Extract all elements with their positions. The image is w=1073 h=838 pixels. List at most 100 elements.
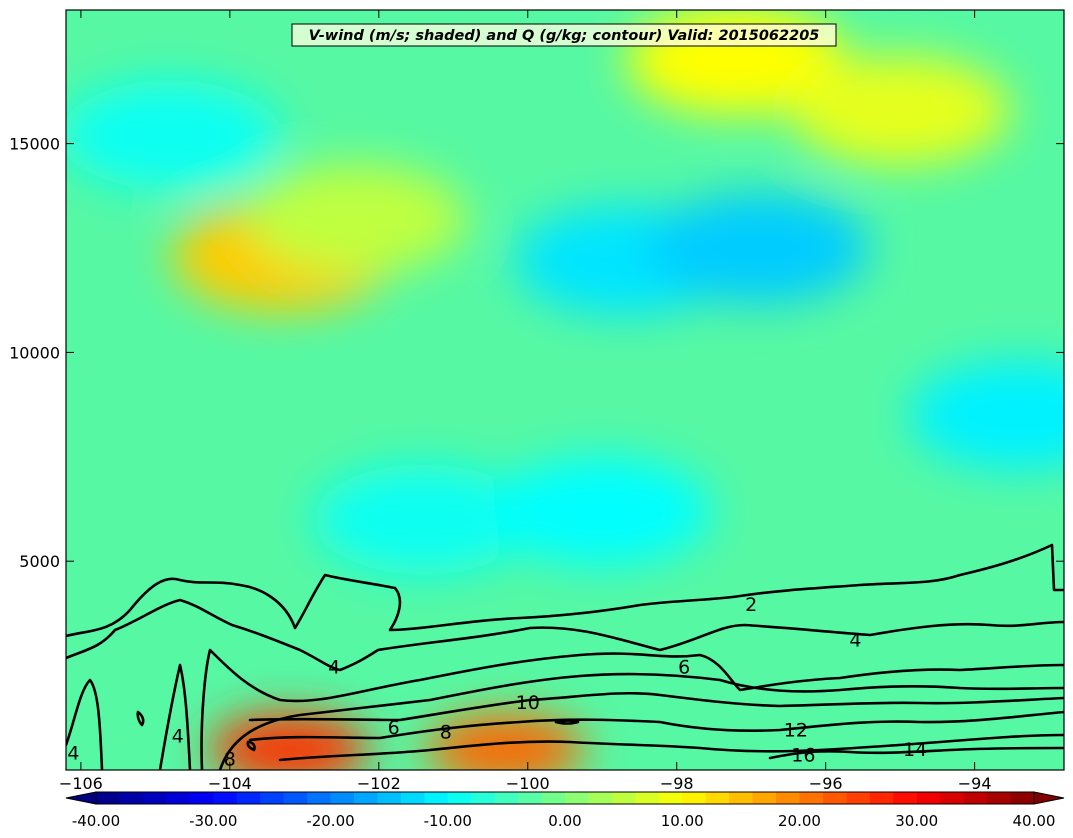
colorbar-tick-label: -30.00	[189, 812, 237, 830]
y-axis: 5000 10000 15000	[9, 135, 1064, 571]
colorbar-cell	[776, 792, 800, 804]
colorbar-ticks: -40.00 -30.00 -20.00 -10.00 0.00 10.00 20.00 30…	[72, 812, 1056, 830]
field-feature	[66, 80, 281, 191]
y-tick-label: 15000	[9, 135, 60, 154]
colorbar-tick-label: -20.00	[306, 812, 354, 830]
x-axis: −106 −104 −102 −100 −98 −96 −94	[59, 10, 992, 793]
colorbar-cell	[752, 792, 777, 804]
contour-label: 4	[328, 657, 340, 679]
contour-label: 4	[172, 726, 184, 748]
colorbar-cell	[494, 792, 519, 804]
colorbar-cell	[447, 792, 472, 804]
colorbar-cell	[119, 792, 144, 804]
contour-label: 8	[440, 721, 452, 743]
colorbar-cell	[1010, 792, 1035, 804]
colorbar-cell	[963, 792, 988, 804]
colorbar-cell	[142, 792, 167, 804]
colorbar-cell	[260, 792, 285, 804]
contour-label: 6	[388, 717, 400, 739]
colorbar-frame	[95, 791, 1035, 805]
colorbar-cell	[213, 792, 238, 804]
colorbar-cell	[611, 792, 636, 804]
colorbar-cell	[377, 792, 402, 804]
contour-label: 4	[67, 742, 79, 764]
colorbar-cell	[987, 792, 1012, 804]
colorbar: -40.00 -30.00 -20.00 -10.00 0.00 10.00 20.00 30…	[65, 791, 1065, 830]
colorbar-cell	[541, 792, 566, 804]
contour-label: 2	[745, 594, 757, 616]
colorbar-cell	[189, 792, 214, 804]
q-contour-6	[200, 648, 1064, 770]
x-tick-label: −102	[357, 774, 401, 793]
colorbar-cells	[96, 792, 1035, 804]
axes-frame	[65, 9, 1065, 771]
colorbar-cell	[729, 792, 754, 804]
contour-label: 10	[516, 692, 540, 714]
colorbar-cell	[166, 792, 191, 804]
field-feature	[313, 464, 534, 575]
colorbar-cell	[940, 792, 965, 804]
field-feature	[648, 193, 869, 304]
field-feature	[909, 360, 1064, 471]
colorbar-cell	[635, 792, 660, 804]
field-feature	[492, 456, 713, 567]
x-tick-label: −96	[809, 774, 843, 793]
contour-label: 14	[903, 739, 927, 761]
field-feature	[246, 163, 467, 274]
shaded-field-features	[66, 10, 1064, 770]
q-contours	[66, 543, 1064, 770]
field-feature	[790, 55, 1011, 166]
chart-title: V-wind (m/s; shaded) and Q (g/kg; contou…	[291, 23, 837, 47]
colorbar-tick-label: 30.00	[895, 812, 938, 830]
colorbar-cell	[705, 792, 730, 804]
q-contour-small-3	[246, 740, 256, 752]
x-tick-label: −94	[958, 774, 992, 793]
colorbar-cell	[916, 792, 941, 804]
q-contour-2	[66, 543, 1064, 638]
contour-label: 16	[791, 744, 815, 766]
q-contour-12	[248, 710, 1064, 742]
y-tick-label: 5000	[19, 552, 60, 571]
colorbar-tick-label: -10.00	[424, 812, 472, 830]
q-contour-labels: 2 4 4 4 4 6 6 8 8 10 12 14 16	[67, 594, 927, 771]
colorbar-tick-label: 0.00	[548, 812, 581, 830]
q-contour-small-1	[554, 719, 580, 725]
x-tick-label: −106	[59, 774, 103, 793]
plot-area: 2 4 4 4 4 6 6 8 8 10 12 14 16	[66, 10, 1064, 771]
q-contour-small-2	[136, 710, 145, 727]
colorbar-cell	[96, 792, 120, 804]
q-contour-14	[278, 733, 1064, 762]
x-tick-label: −100	[506, 774, 550, 793]
contour-label: 8	[224, 749, 236, 771]
x-tick-label: −104	[208, 774, 252, 793]
colorbar-extend-min	[65, 791, 97, 805]
colorbar-tick-label: 20.00	[778, 812, 821, 830]
colorbar-cell	[799, 792, 824, 804]
colorbar-cell	[822, 792, 847, 804]
contour-label: 4	[849, 630, 861, 652]
colorbar-cell	[307, 792, 331, 804]
y-tick-label: 10000	[9, 343, 60, 362]
colorbar-cell	[330, 792, 355, 804]
colorbar-extend-max	[1033, 791, 1065, 805]
title-text: V-wind (m/s; shaded) and Q (g/kg; contou…	[309, 28, 820, 44]
colorbar-cell	[658, 792, 683, 804]
colorbar-cell	[353, 792, 378, 804]
colorbar-tick-label: 10.00	[661, 812, 704, 830]
colorbar-cell	[518, 792, 543, 804]
colorbar-cell	[846, 792, 871, 804]
colorbar-cell	[565, 792, 589, 804]
contour-label: 6	[678, 657, 690, 679]
contour-label: 12	[784, 719, 808, 741]
colorbar-cell	[682, 792, 707, 804]
colorbar-cell	[471, 792, 496, 804]
colorbar-cell	[869, 792, 894, 804]
title-box	[291, 23, 837, 47]
q-contour-10	[248, 691, 1064, 722]
colorbar-cell	[283, 792, 308, 804]
colorbar-cell	[424, 792, 449, 804]
colorbar-cell	[893, 792, 918, 804]
x-tick-label: −98	[660, 774, 694, 793]
q-contour-8	[218, 672, 1064, 770]
